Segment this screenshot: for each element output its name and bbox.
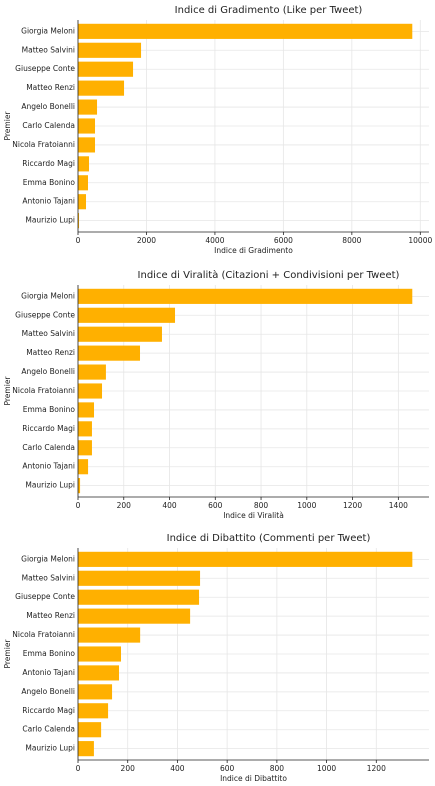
y-tick-label: Carlo Calenda (22, 443, 75, 452)
x-tick-label: 1000 (297, 501, 316, 510)
y-tick-label: Antonio Tajani (22, 668, 75, 677)
y-axis-label: Premier (3, 111, 12, 141)
bar (78, 551, 413, 567)
y-tick-label: Nicola Fratoianni (12, 630, 75, 639)
x-tick-label: 6000 (274, 236, 293, 245)
x-tick-label: 200 (117, 501, 132, 510)
y-tick-label: Emma Bonino (23, 649, 76, 658)
chart-title: Indice di Dibattito (Commenti per Tweet) (167, 533, 371, 544)
x-tick-label: 1200 (343, 501, 362, 510)
y-tick-label: Carlo Calenda (22, 121, 75, 130)
x-tick-label: 1000 (317, 764, 336, 773)
y-tick-label: Matteo Renzi (26, 83, 75, 92)
y-tick-label: Angelo Bonelli (21, 367, 75, 376)
x-tick-label: 1400 (389, 501, 408, 510)
y-tick-label: Giorgia Meloni (21, 26, 75, 35)
bar (78, 213, 80, 229)
bar (78, 137, 96, 153)
y-tick-label: Matteo Salvini (22, 573, 75, 582)
y-tick-label: Matteo Salvini (22, 45, 75, 54)
chart-title: Indice di Viralità (Citazioni + Condivis… (138, 269, 400, 281)
y-tick-label: Angelo Bonelli (21, 102, 75, 111)
x-axis-label: Indice di Viralità (223, 511, 284, 520)
bar (78, 646, 122, 662)
y-tick-label: Giuseppe Conte (15, 64, 75, 73)
y-tick-label: Riccardo Magi (22, 424, 75, 433)
y-tick-label: Nicola Fratoianni (12, 386, 75, 395)
bar (78, 80, 125, 96)
bar (78, 118, 96, 134)
x-axis-label: Indice di Gradimento (214, 246, 293, 255)
bar (78, 99, 98, 115)
y-tick-label: Riccardo Magi (22, 706, 75, 715)
x-tick-label: 600 (220, 764, 235, 773)
bar (78, 288, 413, 304)
bar (78, 326, 162, 342)
bar (78, 421, 92, 437)
y-tick-label: Giuseppe Conte (15, 310, 75, 319)
bar (78, 42, 142, 58)
bar (78, 383, 103, 399)
bar (78, 665, 120, 681)
bar (78, 402, 95, 418)
bar (78, 61, 134, 77)
bar (78, 684, 113, 700)
y-tick-label: Giorgia Meloni (21, 554, 75, 563)
bar (78, 570, 201, 586)
bar (78, 23, 413, 39)
x-tick-label: 400 (170, 764, 185, 773)
x-tick-label: 0 (76, 501, 81, 510)
y-tick-label: Giorgia Meloni (21, 291, 75, 300)
y-tick-label: Riccardo Magi (22, 159, 75, 168)
y-tick-label: Antonio Tajani (22, 197, 75, 206)
x-tick-label: 4000 (205, 236, 224, 245)
y-tick-label: Giuseppe Conte (15, 592, 75, 601)
bar (78, 478, 81, 494)
y-tick-label: Angelo Bonelli (21, 687, 75, 696)
x-tick-label: 2000 (137, 236, 156, 245)
y-tick-label: Maurizio Lupi (25, 481, 75, 490)
bar (78, 156, 90, 172)
x-tick-label: 1200 (367, 764, 386, 773)
y-tick-label: Emma Bonino (23, 405, 76, 414)
bar (78, 459, 89, 475)
bar (78, 627, 141, 643)
x-tick-label: 800 (270, 764, 285, 773)
y-tick-label: Antonio Tajani (22, 462, 75, 471)
bar (78, 722, 102, 738)
bar (78, 194, 87, 210)
x-tick-label: 8000 (342, 236, 361, 245)
bar (78, 589, 200, 605)
x-tick-label: 600 (208, 501, 223, 510)
y-tick-label: Maurizio Lupi (25, 744, 75, 753)
x-axis-label: Indice di Dibattito (220, 774, 287, 783)
y-tick-label: Maurizio Lupi (25, 216, 75, 225)
x-tick-label: 0 (76, 764, 81, 773)
y-tick-label: Carlo Calenda (22, 725, 75, 734)
bar (78, 307, 176, 323)
y-tick-label: Matteo Salvini (22, 329, 75, 338)
x-tick-label: 400 (162, 501, 177, 510)
y-axis-label: Premier (3, 376, 12, 406)
y-tick-label: Nicola Fratoianni (12, 140, 75, 149)
bar (78, 608, 191, 624)
bar (78, 364, 106, 380)
chart-title: Indice di Gradimento (Like per Tweet) (175, 5, 363, 16)
y-tick-label: Matteo Renzi (26, 611, 75, 620)
y-axis-label: Premier (3, 639, 12, 669)
bar (78, 175, 88, 191)
x-tick-label: 200 (121, 764, 136, 773)
bar (78, 440, 92, 456)
bar (78, 703, 109, 719)
y-tick-label: Matteo Renzi (26, 348, 75, 357)
x-tick-label: 800 (254, 501, 269, 510)
x-tick-label: 10000 (408, 236, 432, 245)
bar (78, 345, 141, 361)
bar (78, 741, 94, 757)
x-tick-label: 0 (76, 236, 81, 245)
y-tick-label: Emma Bonino (23, 178, 76, 187)
